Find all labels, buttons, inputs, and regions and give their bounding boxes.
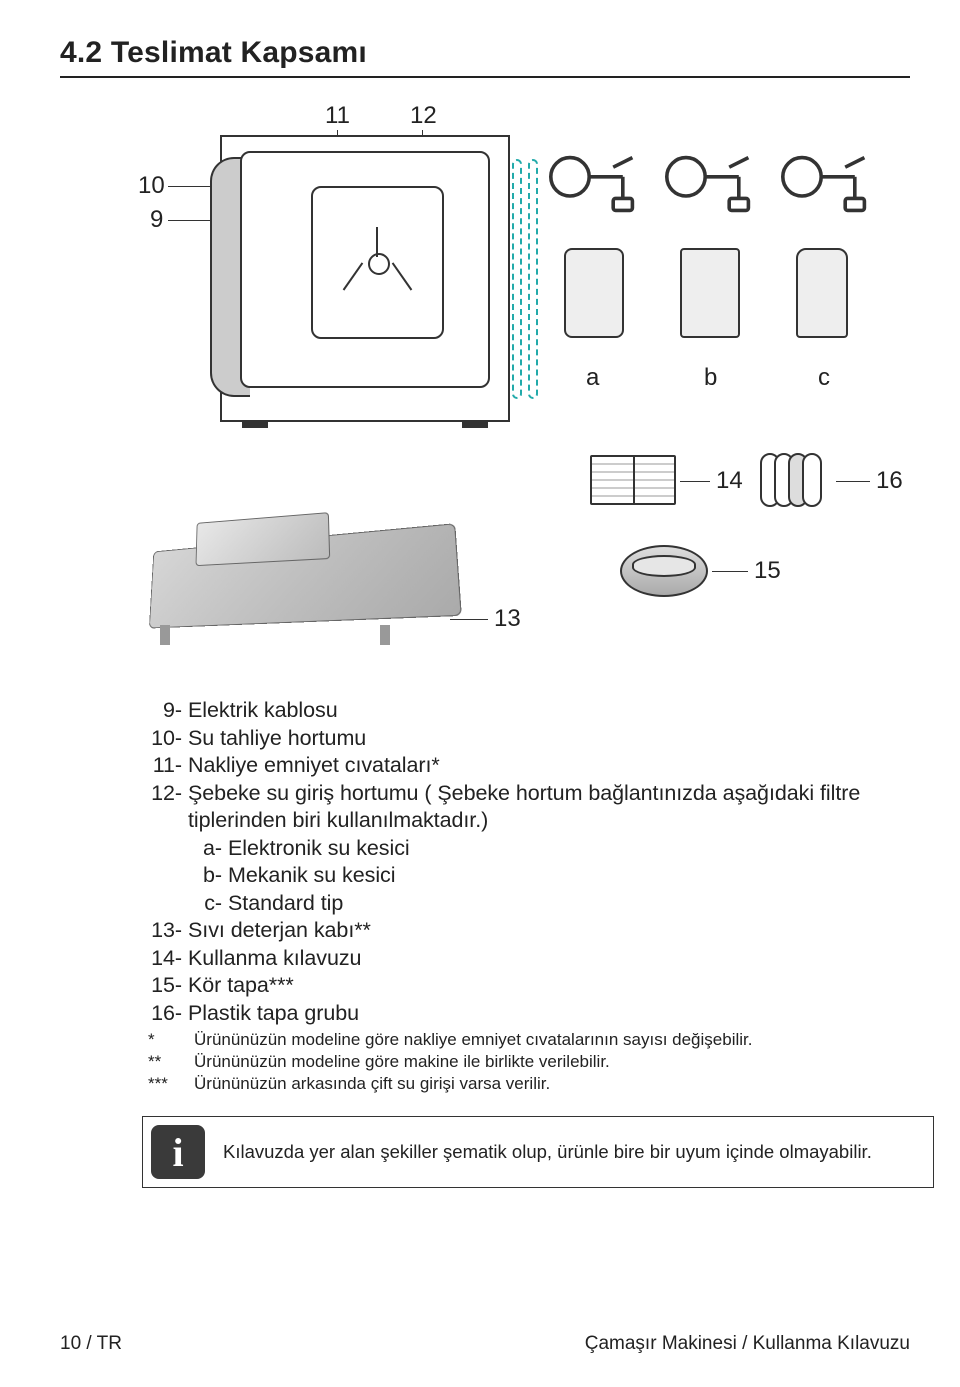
fitting-a-icon bbox=[564, 248, 624, 338]
leader-line bbox=[450, 619, 488, 620]
footnotes: *Ürününüzün modeline göre nakliye emniye… bbox=[148, 1029, 910, 1094]
washing-machine-back-diagram bbox=[220, 135, 510, 422]
back-panel-icon bbox=[240, 151, 490, 388]
drum-icon bbox=[311, 186, 444, 340]
info-text: Kılavuzda yer alan şekiller şematik olup… bbox=[223, 1141, 872, 1163]
plastic-plugs-icon bbox=[760, 453, 834, 513]
page-footer: 10 / TR Çamaşır Makinesi / Kullanma Kıla… bbox=[60, 1333, 910, 1355]
footnote-marker: * bbox=[148, 1029, 194, 1051]
callout-10: 10 bbox=[138, 172, 165, 200]
sublist-num: b- bbox=[200, 862, 228, 890]
list-text: Sıvı deterjan kabı** bbox=[188, 917, 910, 945]
list-num: 16- bbox=[148, 1000, 188, 1028]
footnote-text: Ürününüzün modeline göre nakliye emniyet… bbox=[194, 1029, 910, 1051]
sublist-text: Standard tip bbox=[228, 890, 910, 918]
tap-b-icon bbox=[662, 148, 758, 237]
tap-label-b: b bbox=[704, 364, 717, 392]
sublist-num: c- bbox=[200, 890, 228, 918]
callout-15: 15 bbox=[754, 557, 781, 585]
diagram-accessories: 13 14 16 15 bbox=[60, 453, 910, 683]
list-text: Kör tapa*** bbox=[188, 972, 910, 1000]
footnote-marker: *** bbox=[148, 1073, 194, 1095]
list-num: 9- bbox=[148, 697, 188, 725]
list-text: Su tahliye hortumu bbox=[188, 725, 910, 753]
footnote-marker: ** bbox=[148, 1051, 194, 1073]
list-num: 11- bbox=[148, 752, 188, 780]
list-text: Nakliye emniyet cıvataları* bbox=[188, 752, 910, 780]
list-text: Plastik tapa grubu bbox=[188, 1000, 910, 1028]
sublist-text: Elektronik su kesici bbox=[228, 835, 910, 863]
callout-13: 13 bbox=[494, 605, 521, 633]
tap-c-icon bbox=[778, 148, 874, 237]
footnote-text: Ürününüzün arkasında çift su girişi vars… bbox=[194, 1073, 910, 1095]
detergent-drawer-icon bbox=[130, 513, 450, 633]
footer-page-number: 10 / TR bbox=[60, 1333, 122, 1355]
manual-book-icon bbox=[590, 455, 676, 505]
callout-14: 14 bbox=[716, 467, 743, 495]
fitting-b-icon bbox=[680, 248, 740, 338]
list-num: 15- bbox=[148, 972, 188, 1000]
diagram-scope-of-delivery: 11 12 10 9 bbox=[60, 108, 910, 443]
tap-fittings-diagram: a b c bbox=[546, 148, 876, 418]
callout-12: 12 bbox=[410, 102, 437, 130]
leader-line bbox=[680, 481, 710, 482]
callout-11: 11 bbox=[325, 102, 350, 130]
list-text: Elektrik kablosu bbox=[188, 697, 910, 725]
list-text: Şebeke su giriş hortumu ( Şebeke hortum … bbox=[188, 780, 910, 835]
list-num: 13- bbox=[148, 917, 188, 945]
footer-document-title: Çamaşır Makinesi / Kullanma Kılavuzu bbox=[585, 1333, 910, 1355]
sublist-text: Mekanik su kesici bbox=[228, 862, 910, 890]
tap-label-c: c bbox=[818, 364, 830, 392]
footnote-text: Ürününüzün modeline göre makine ile birl… bbox=[194, 1051, 910, 1073]
leader-line bbox=[712, 571, 748, 572]
info-note-box: i Kılavuzda yer alan şekiller şematik ol… bbox=[142, 1116, 934, 1188]
list-num: 14- bbox=[148, 945, 188, 973]
info-icon: i bbox=[151, 1125, 205, 1179]
leader-line bbox=[836, 481, 870, 482]
tap-label-a: a bbox=[586, 364, 599, 392]
fitting-c-icon bbox=[796, 248, 848, 338]
list-text: Kullanma kılavuzu bbox=[188, 945, 910, 973]
list-num: 12- bbox=[148, 780, 188, 835]
callout-16: 16 bbox=[876, 467, 903, 495]
sublist-num: a- bbox=[200, 835, 228, 863]
section-title: 4.2 Teslimat Kapsamı bbox=[60, 36, 910, 78]
list-num: 10- bbox=[148, 725, 188, 753]
callout-9: 9 bbox=[150, 206, 163, 234]
tap-a-icon bbox=[546, 148, 642, 237]
blind-plug-icon bbox=[620, 545, 708, 597]
parts-list: 9-Elektrik kablosu 10-Su tahliye hortumu… bbox=[148, 697, 910, 1027]
